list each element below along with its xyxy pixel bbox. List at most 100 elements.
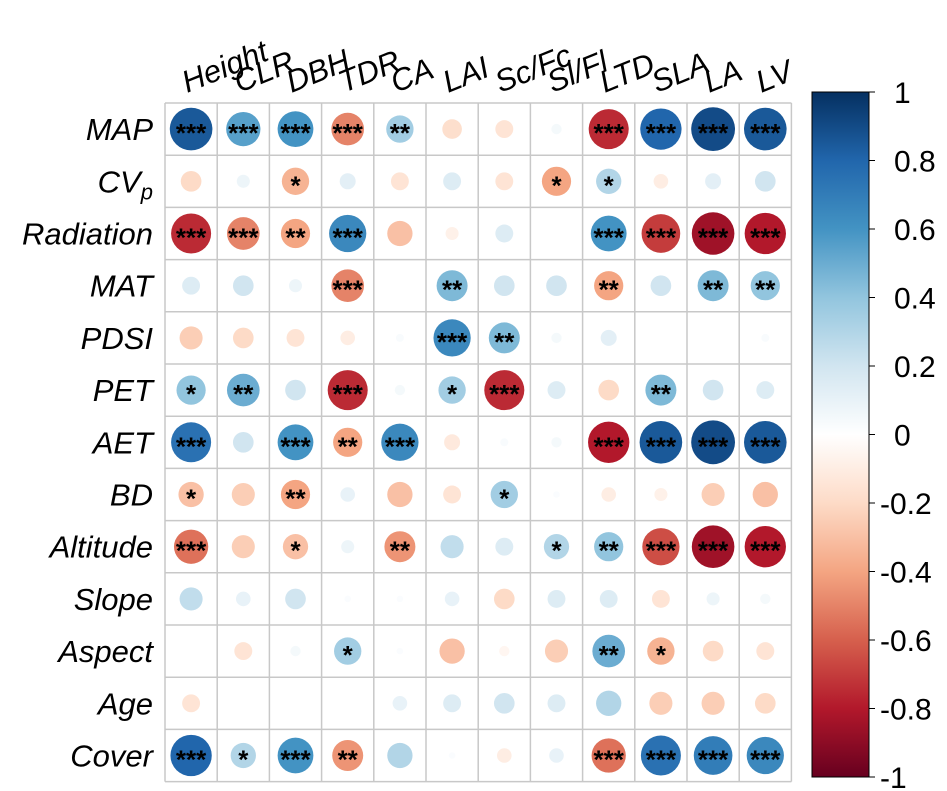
corr-circle-pet-sc-fc xyxy=(484,370,525,411)
corr-circle-slope-la xyxy=(706,592,720,606)
significance-label: *** xyxy=(698,223,729,253)
corr-circle-altitude-lv xyxy=(744,526,786,568)
corr-circle-bd-clr xyxy=(231,482,255,507)
corr-circle-cvp-ca xyxy=(390,172,409,191)
colorbar-tick-label: 0.4 xyxy=(894,283,936,316)
corr-circle-pet-lv xyxy=(756,381,775,400)
corr-circle-pet-ca xyxy=(394,384,406,396)
corr-circle-map-sl-fl xyxy=(551,123,562,135)
significance-label: ** xyxy=(703,275,724,305)
corr-circle-age-lv xyxy=(754,692,776,714)
row-label: Radiation xyxy=(22,217,153,252)
corr-circle-pet-ltd xyxy=(598,379,620,401)
significance-label: ** xyxy=(390,118,411,148)
corr-circle-cover-tdr xyxy=(332,740,364,771)
corr-circle-slope-ca xyxy=(396,595,404,603)
corr-circle-bd-height xyxy=(178,481,204,508)
significance-label: *** xyxy=(333,118,364,148)
corr-circle-aspect-sla xyxy=(647,637,675,665)
corr-circle-bd-la xyxy=(701,482,725,507)
corr-circle-bd-dbh xyxy=(280,479,311,510)
corr-circle-altitude-sl-fl xyxy=(543,534,570,560)
corr-circle-altitude-sc-fc xyxy=(495,537,514,556)
corr-circle-aet-tdr xyxy=(333,427,363,457)
significance-label: *** xyxy=(750,223,781,253)
corr-circle-aspect-ca xyxy=(396,647,404,655)
corr-circle-pdsi-dbh xyxy=(286,328,305,347)
corr-circle-aspect-lai xyxy=(439,638,465,664)
significance-label: ** xyxy=(755,275,776,305)
corr-circle-altitude-ca xyxy=(384,531,416,563)
corr-circle-cvp-tdr xyxy=(339,173,356,190)
corr-circle-age-ltd xyxy=(596,690,622,716)
corr-circle-mat-height xyxy=(182,276,201,295)
significance-label: *** xyxy=(489,379,520,409)
corr-circle-cover-height xyxy=(170,734,212,777)
corr-circle-aspect-sc-fc xyxy=(499,645,510,657)
significance-label: *** xyxy=(646,431,677,461)
corr-circle-radiation-ltd xyxy=(590,215,627,252)
corr-circle-cvp-sl-fl xyxy=(541,166,572,196)
corr-circle-bd-lai xyxy=(443,485,462,504)
corr-circle-cover-la xyxy=(693,736,733,775)
significance-label: *** xyxy=(385,431,416,461)
corr-circle-map-ltd xyxy=(588,109,629,150)
corr-circle-slope-dbh xyxy=(285,588,306,610)
corr-circle-pdsi-lai xyxy=(433,319,471,357)
significance-label: *** xyxy=(646,536,677,566)
colorbar-tick-label: -0.6 xyxy=(880,625,932,658)
corr-circle-radiation-dbh xyxy=(280,218,311,249)
corr-circle-altitude-sla xyxy=(642,528,680,566)
corr-circle-radiation-la xyxy=(691,212,735,255)
corr-circle-bd-sla xyxy=(654,487,668,502)
colorbar-tick-label: -0.4 xyxy=(880,557,932,590)
corr-circle-bd-sc-fc xyxy=(490,480,518,509)
significance-label: *** xyxy=(176,118,207,148)
row-label: PDSI xyxy=(81,321,154,356)
row-label: MAP xyxy=(86,112,154,147)
significance-label: *** xyxy=(646,745,677,775)
significance-label: ** xyxy=(599,536,620,566)
significance-label: * xyxy=(604,170,615,200)
row-labels: MAP CVp Radiation MAT PDSI PET AET BD Altitude Sl… xyxy=(22,112,155,773)
significance-label: *** xyxy=(228,118,259,148)
significance-label: *** xyxy=(750,118,781,148)
corr-circle-radiation-ca xyxy=(387,220,413,247)
significance-label: ** xyxy=(233,379,254,409)
corr-circle-radiation-height xyxy=(171,213,212,254)
corr-circle-aet-la xyxy=(691,420,736,465)
corr-circle-mat-lv xyxy=(750,271,780,301)
significance-label: ** xyxy=(338,745,359,775)
significance-label: *** xyxy=(280,431,311,461)
significance-label: *** xyxy=(698,745,729,775)
corr-circle-aspect-tdr xyxy=(334,637,362,665)
row-label: CVp xyxy=(98,164,153,204)
significance-label: * xyxy=(551,536,562,566)
corr-circle-map-clr xyxy=(226,111,261,147)
corr-circle-pet-clr xyxy=(226,373,260,407)
significance-label: ** xyxy=(599,640,620,670)
significance-label: *** xyxy=(594,431,625,461)
corr-circle-aet-ltd xyxy=(588,421,630,463)
significance-label: * xyxy=(290,170,301,200)
corr-circle-age-ca xyxy=(392,696,408,711)
corr-circle-bd-sl-fl xyxy=(553,491,560,498)
corr-circle-age-sc-fc xyxy=(493,692,515,714)
row-label: BD xyxy=(110,478,153,513)
significance-label: ** xyxy=(338,431,359,461)
corr-circle-altitude-lai xyxy=(440,535,464,559)
row-label: Aspect xyxy=(56,634,154,669)
corr-circle-cover-clr xyxy=(230,742,256,769)
significance-label: * xyxy=(238,745,249,775)
corr-circle-cover-lai xyxy=(448,752,456,759)
colorbar-tick-label: 0.2 xyxy=(894,351,936,384)
corr-circle-aspect-la xyxy=(702,640,724,662)
corr-circle-age-height xyxy=(182,694,201,713)
significance-label: ** xyxy=(651,379,672,409)
colorbar-tick-label: 0.8 xyxy=(894,146,936,179)
corr-circle-slope-height xyxy=(179,587,203,611)
corr-circle-altitude-ltd xyxy=(594,532,624,562)
corr-circle-map-la xyxy=(691,107,736,152)
significance-label: * xyxy=(186,379,197,409)
